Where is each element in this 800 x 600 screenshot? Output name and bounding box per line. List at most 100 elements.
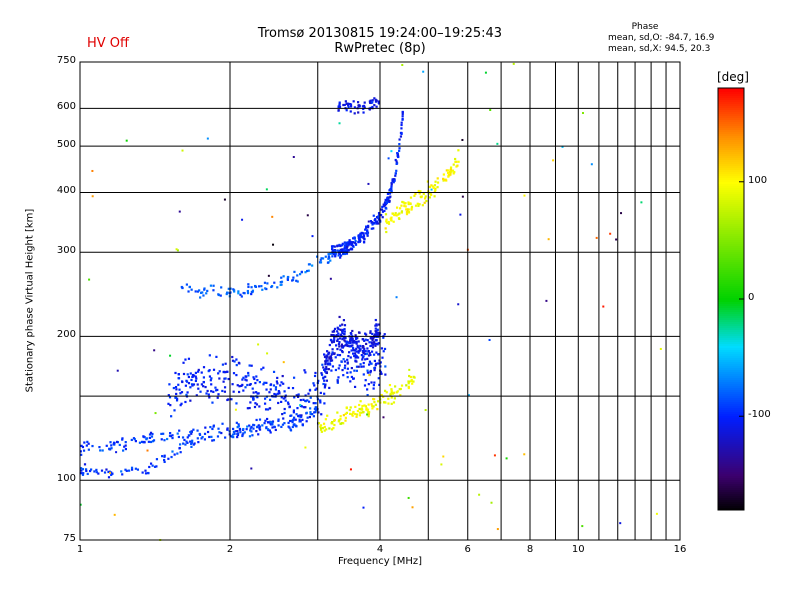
colorbar-segment: [718, 414, 744, 417]
echo-point: [274, 428, 277, 432]
echo-point: [385, 391, 388, 394]
echo-point: [363, 101, 366, 104]
echo-point: [174, 371, 177, 375]
echo-point: [267, 421, 270, 424]
echo-point: [147, 471, 150, 475]
echo-point: [296, 406, 299, 410]
echo-point: [185, 380, 189, 383]
echo-point: [209, 425, 212, 429]
echo-point: [345, 340, 348, 343]
echo-point: [242, 389, 245, 392]
echo-point: [398, 388, 401, 391]
echo-point: [344, 344, 347, 347]
echo-point: [141, 471, 144, 474]
echo-point: [391, 392, 395, 395]
echo-point: [282, 361, 285, 364]
echo-point: [189, 399, 192, 402]
echo-point: [208, 435, 211, 439]
echo-point: [351, 241, 355, 244]
echo-point: [341, 346, 345, 349]
echo-point: [236, 435, 239, 439]
echo-point: [353, 112, 356, 115]
echo-point: [197, 368, 200, 372]
echo-point: [283, 390, 286, 393]
echo-point: [374, 334, 377, 337]
echo-point: [336, 411, 339, 414]
colorbar-segment: [718, 278, 744, 281]
colorbar-segment: [718, 498, 744, 501]
echo-point: [232, 433, 235, 436]
echo-point: [283, 407, 286, 411]
echo-point: [400, 123, 403, 127]
echo-point: [355, 369, 358, 372]
echo-point: [338, 104, 341, 107]
echo-point: [232, 390, 235, 393]
echo-point: [258, 427, 261, 430]
colorbar-segment: [718, 94, 744, 97]
echo-point: [192, 383, 196, 386]
echo-point: [323, 429, 326, 432]
echo-point: [323, 368, 326, 372]
echo-point: [324, 363, 327, 366]
colorbar-segment: [718, 128, 744, 131]
echo-point: [324, 384, 327, 388]
echo-point: [248, 435, 252, 438]
echo-point: [187, 357, 191, 360]
echo-point: [95, 471, 98, 474]
colorbar-segment: [718, 446, 744, 449]
echo-point: [221, 422, 224, 425]
echo-point: [179, 451, 182, 454]
echo-point: [430, 184, 433, 187]
echo-point: [364, 332, 367, 335]
echo-point: [275, 380, 278, 383]
echo-point: [374, 219, 377, 222]
echo-point: [343, 336, 346, 339]
echo-point: [309, 396, 312, 399]
echo-point: [175, 248, 178, 251]
echo-point: [296, 280, 299, 283]
echo-point: [353, 369, 356, 372]
x-tick-label: 8: [526, 544, 534, 555]
echo-point: [349, 380, 352, 383]
echo-point: [400, 121, 403, 124]
colorbar-segment: [718, 448, 744, 451]
echo-point: [338, 354, 342, 357]
echo-point: [367, 350, 370, 353]
echo-point: [385, 220, 388, 223]
echo-point: [124, 441, 127, 444]
echo-point: [348, 340, 351, 343]
echo-point: [280, 425, 283, 429]
echo-point: [283, 422, 286, 425]
echo-point: [408, 380, 411, 383]
echo-point: [313, 411, 316, 414]
colorbar-segment: [718, 408, 744, 411]
echo-point: [286, 278, 289, 281]
echo-point: [323, 392, 326, 395]
colorbar-segment: [718, 380, 744, 383]
echo-point: [243, 431, 246, 434]
echo-point: [196, 429, 199, 432]
echo-point: [86, 440, 89, 443]
echo-point: [279, 384, 282, 387]
echo-point: [271, 420, 275, 423]
echo-point: [338, 364, 341, 367]
echo-point: [223, 390, 227, 393]
echo-point: [394, 385, 397, 388]
echo-point: [388, 189, 391, 192]
echo-point: [269, 421, 273, 424]
echo-point: [410, 205, 414, 209]
colorbar-segment: [718, 354, 744, 357]
echo-point: [97, 472, 100, 475]
echo-point: [323, 353, 326, 356]
echo-point: [343, 324, 347, 327]
echo-point: [372, 341, 376, 344]
colorbar-segment: [718, 134, 744, 137]
echo-point: [561, 145, 564, 148]
echo-point: [394, 212, 397, 215]
echo-point: [155, 465, 158, 468]
echo-point: [149, 440, 153, 444]
echo-point: [194, 379, 198, 383]
echo-point: [194, 375, 197, 378]
colorbar-segment: [718, 112, 744, 115]
echo-point: [305, 420, 308, 423]
